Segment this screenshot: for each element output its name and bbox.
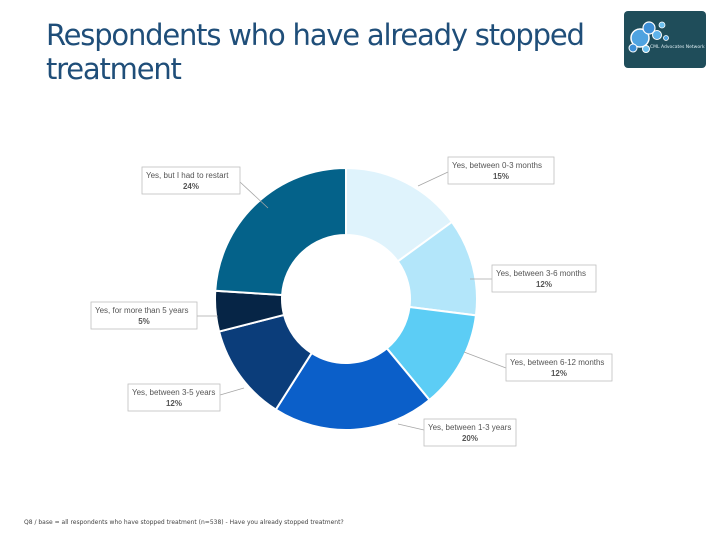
data-label-box (90, 301, 198, 330)
footnote: Q8 / base = all respondents who have sto… (24, 519, 344, 526)
slice-percent-label: 12% (166, 399, 182, 408)
slice-percent-label: 12% (551, 369, 567, 378)
slice-label: Yes, but I had to restart (146, 171, 229, 180)
data-label-box (423, 418, 517, 447)
leader-line (219, 387, 245, 396)
slice-label: Yes, between 3-5 years (132, 388, 215, 397)
leader-line (239, 181, 269, 209)
organization-logo: CML Advocates Network (624, 11, 706, 68)
network-bubbles-icon (628, 21, 669, 53)
slice-percent-label: 5% (138, 317, 150, 326)
slice-percent-label: 24% (183, 182, 199, 191)
donut-slice (274, 346, 431, 431)
slice-percent-label: 20% (462, 434, 478, 443)
data-label-box (127, 383, 221, 412)
slice-label: Yes, between 0-3 months (452, 161, 542, 170)
page-title: Respondents who have already stopped tre… (46, 18, 585, 86)
slice-percent-label: 15% (493, 172, 509, 181)
slice-label: Yes, between 1-3 years (428, 423, 511, 432)
logo-text: CML Advocates Network (650, 45, 705, 50)
slice-label: Yes, for more than 5 years (95, 306, 189, 315)
donut-slice (214, 166, 347, 297)
data-label-box (447, 156, 555, 185)
data-label-box (491, 264, 597, 293)
data-label-box (505, 353, 613, 382)
leader-line (397, 423, 425, 431)
leader-line (417, 171, 449, 187)
slice-percent-label: 12% (536, 280, 552, 289)
slice-label: Yes, between 3-6 months (496, 269, 586, 278)
leader-line (463, 351, 507, 369)
slice-label: Yes, between 6-12 months (510, 358, 604, 367)
data-label-box (141, 166, 241, 195)
